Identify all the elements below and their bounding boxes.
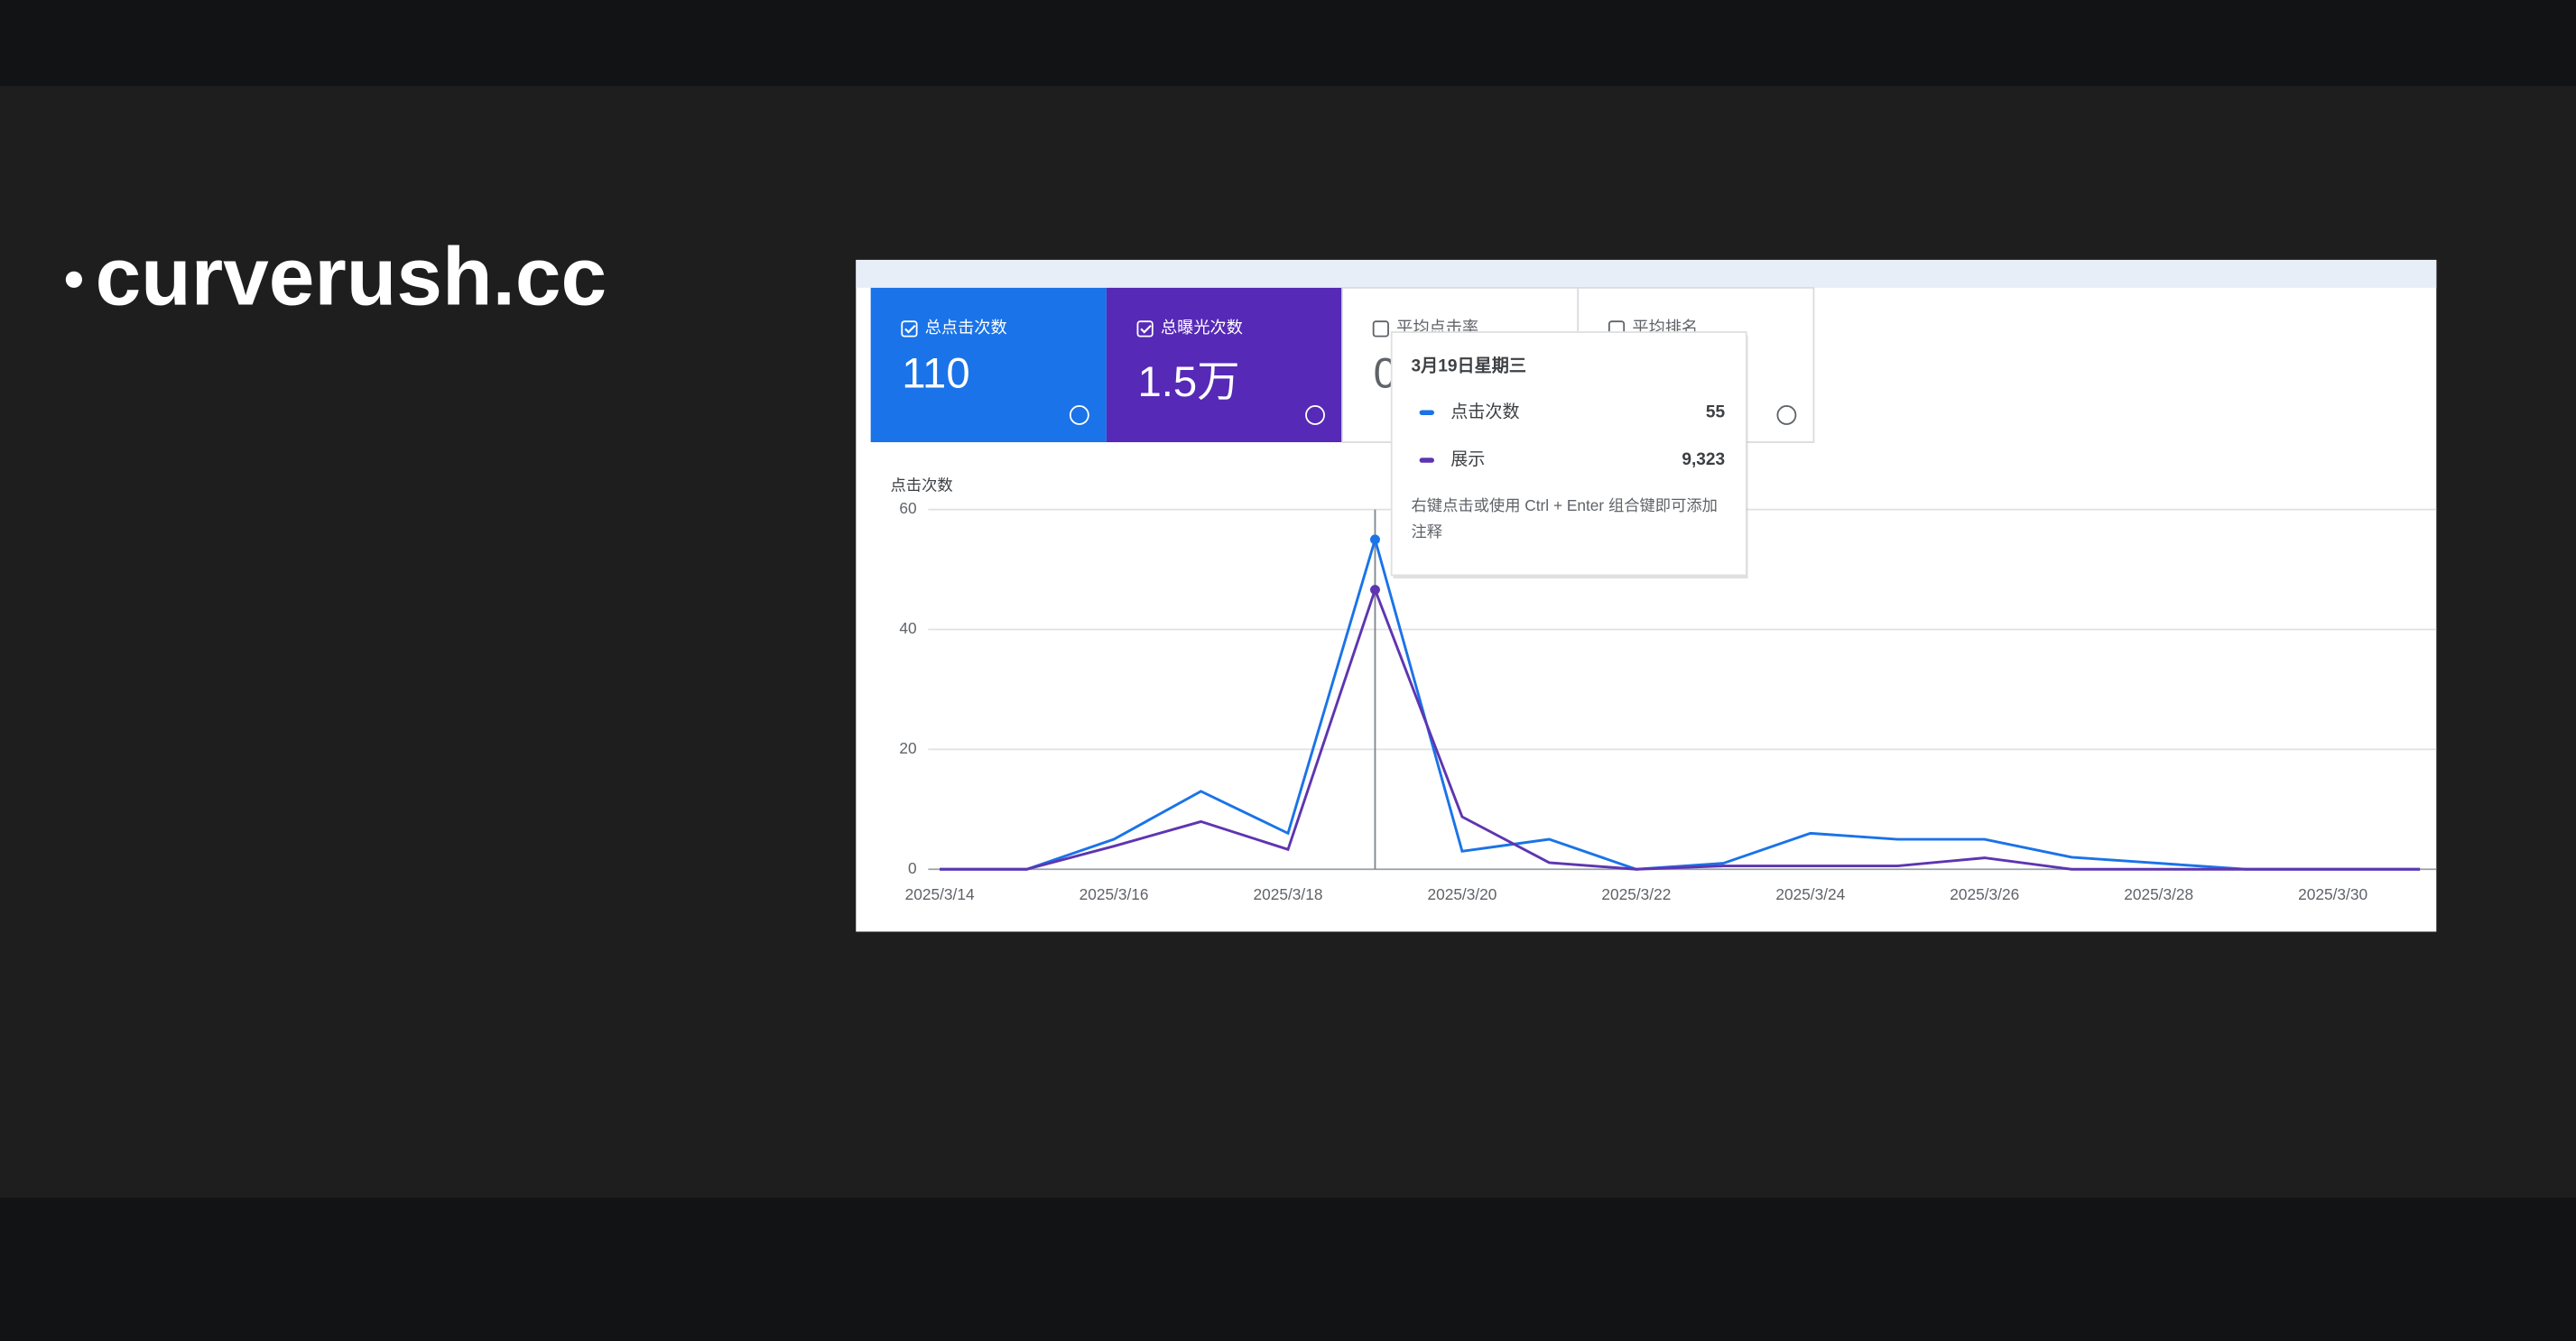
x-tick-label: 2025/3/14: [905, 885, 975, 903]
y-axis-label: 点击次数: [891, 476, 953, 495]
checkbox: [1372, 320, 1389, 338]
card-label: 总曝光次数: [1161, 319, 1243, 337]
check-mark: [904, 324, 916, 334]
card-value: 110: [902, 350, 969, 398]
tooltip: [1390, 331, 1747, 577]
x-tick-label: 2025/3/18: [1254, 885, 1323, 903]
tooltip-note-line: 右键点击或使用 Ctrl + Enter 组合键即可添加: [1412, 496, 1718, 514]
help-icon[interactable]: [1069, 405, 1089, 425]
legend-swatch: [1419, 458, 1434, 463]
y-tick-label: 60: [899, 499, 916, 517]
hover-dot: [1370, 585, 1380, 596]
tooltip-note: 右键点击或使用 Ctrl + Enter 组合键即可添加注释: [1412, 496, 1718, 541]
hover-dot: [1370, 534, 1380, 545]
y-tick-label: 20: [899, 739, 916, 757]
x-tick-label: 2025/3/22: [1601, 885, 1671, 903]
check-mark: [1140, 324, 1152, 334]
metric-card[interactable]: [1106, 287, 1343, 442]
x-tick-label: 2025/3/16: [1080, 885, 1149, 903]
x-tick-label: 2025/3/24: [1775, 885, 1845, 903]
tooltip-label: 点击次数: [1450, 402, 1519, 421]
screenshot-top: [856, 259, 2437, 288]
x-tick-label: 2025/3/26: [1950, 885, 2019, 903]
series-line: [940, 534, 2421, 871]
checkbox: [1136, 320, 1154, 338]
help-icon[interactable]: [1305, 405, 1325, 425]
checkbox: [901, 320, 918, 338]
tooltip-title: 3月19日星期三: [1412, 356, 1526, 375]
y-tick-label: 0: [908, 859, 917, 877]
tooltip-label: 展示: [1450, 450, 1485, 469]
bullet-text: curverush.cc: [96, 231, 607, 322]
bullet-dot: [65, 271, 83, 288]
legend-swatch: [1419, 410, 1434, 415]
card-value: 1.5万: [1137, 358, 1239, 406]
card-label: 总点击次数: [925, 319, 1007, 337]
help-icon[interactable]: [1776, 405, 1797, 425]
tooltip-value: 9,323: [1682, 450, 1725, 469]
series-line: [940, 586, 2421, 871]
tooltip-value: 55: [1706, 402, 1726, 421]
x-tick-label: 2025/3/20: [1427, 885, 1496, 903]
x-tick-label: 2025/3/30: [2298, 885, 2368, 903]
y-tick-label: 40: [899, 619, 916, 637]
metric-card[interactable]: [870, 287, 1107, 442]
x-tick-label: 2025/3/28: [2124, 885, 2193, 903]
tooltip-note-line: 注释: [1412, 523, 1443, 541]
